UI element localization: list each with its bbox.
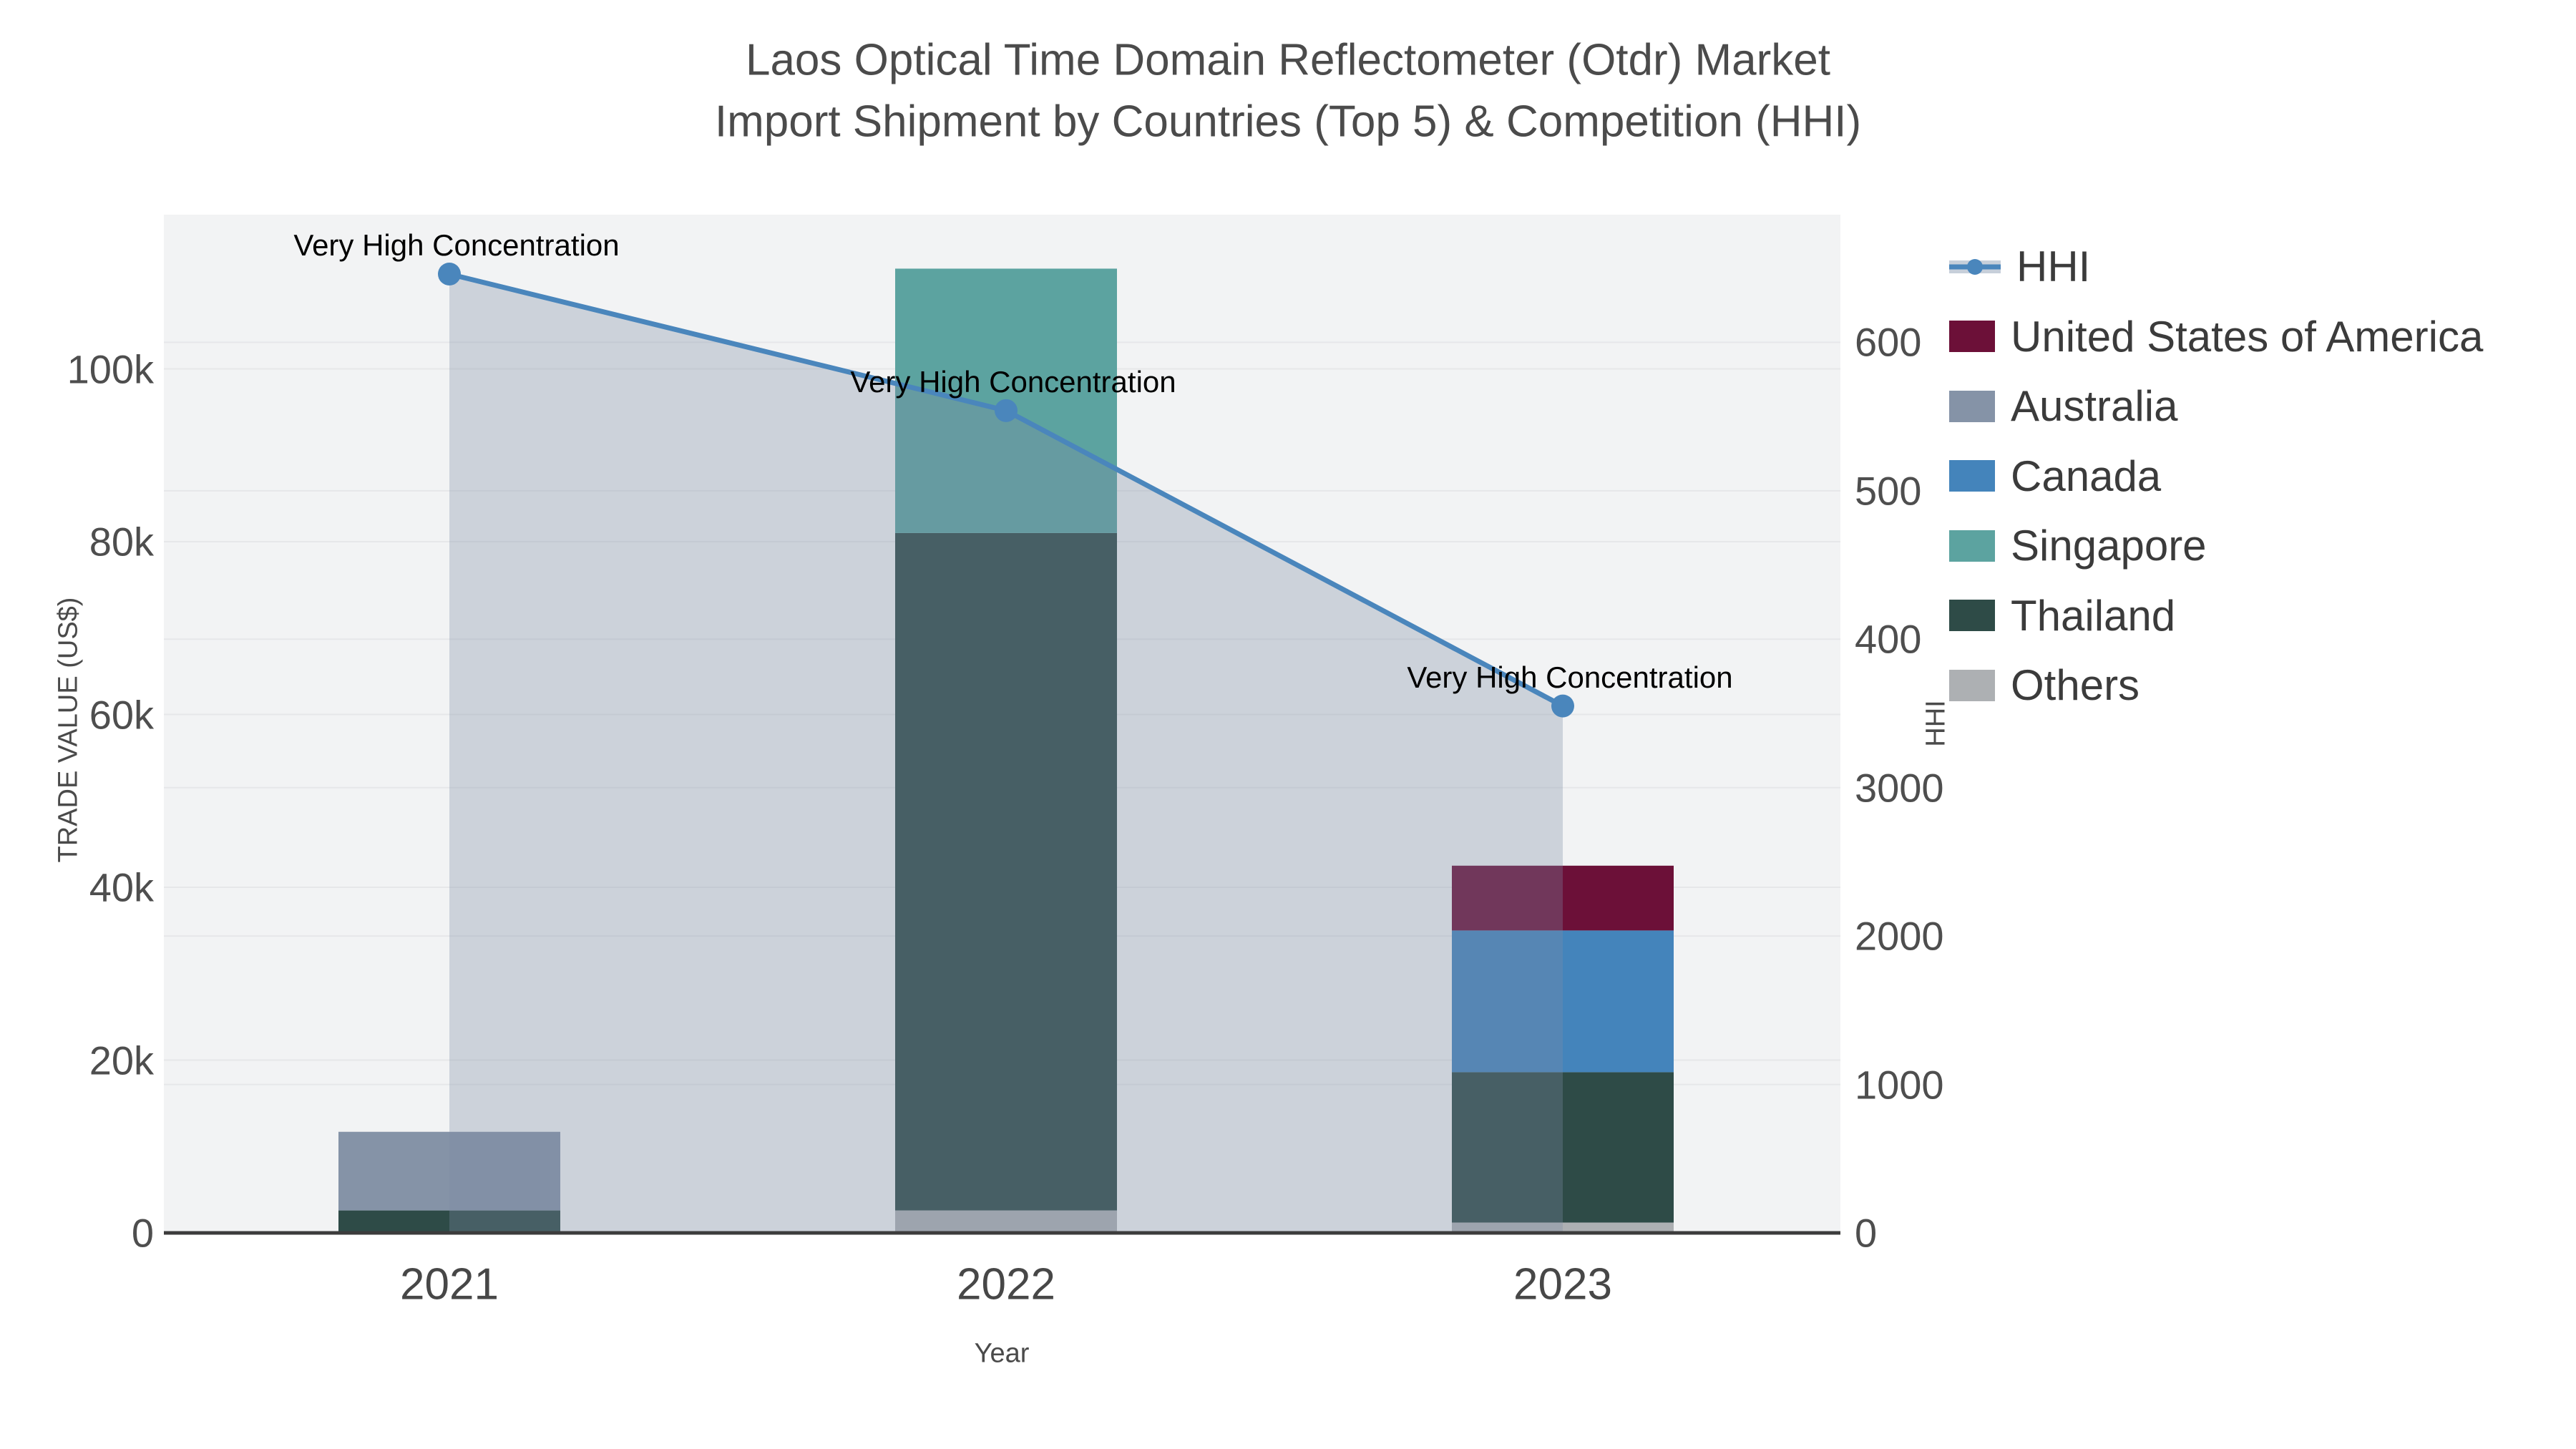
annotation-very-high-concentration-2021: Very High Concentration bbox=[293, 228, 620, 262]
legend-label: Thailand bbox=[2011, 591, 2176, 640]
legend-label: Singapore bbox=[2011, 522, 2207, 570]
hhi-line-sample-icon bbox=[1949, 250, 2001, 283]
bar-segment-others-2022 bbox=[895, 1210, 1117, 1233]
right-tick-2000: 2000 bbox=[1855, 913, 1944, 959]
left-axis-title: TRADE VALUE (US$) bbox=[53, 597, 84, 863]
legend-item-australia[interactable]: Australia bbox=[1949, 371, 2177, 441]
legend-label: Australia bbox=[2011, 382, 2178, 430]
left-tick-100k: 100k bbox=[67, 346, 154, 391]
hhi-marker-2023 bbox=[1551, 694, 1574, 718]
x-axis-title: Year bbox=[974, 1338, 1030, 1369]
legend-label: United States of America bbox=[2011, 312, 2484, 361]
legend-label: Others bbox=[2011, 661, 2140, 709]
right-tick-400: 400 bbox=[1855, 616, 1922, 662]
hhi-marker-2022 bbox=[995, 399, 1018, 422]
bar-segment-canada-2023 bbox=[1452, 930, 1674, 1073]
hhi-area-fill bbox=[449, 273, 1563, 1233]
bar-segment-thailand-2022 bbox=[895, 532, 1117, 1211]
legend-swatch-icon bbox=[1949, 460, 1995, 492]
x-tick-2021: 2021 bbox=[400, 1259, 499, 1309]
x-tick-2023: 2023 bbox=[1513, 1259, 1612, 1309]
right-tick-0: 0 bbox=[1855, 1210, 1878, 1256]
bar-segment-united-states-of-america-2023 bbox=[1452, 865, 1674, 931]
legend-item-united-states-of-america[interactable]: United States of America bbox=[1949, 302, 2483, 371]
legend-swatch-icon bbox=[1949, 669, 1995, 701]
legend-item-thailand[interactable]: Thailand bbox=[1949, 581, 2175, 650]
legend-item-others[interactable]: Others bbox=[1949, 650, 2140, 720]
right-tick-600: 600 bbox=[1855, 319, 1922, 365]
bar-segment-thailand-2023 bbox=[1452, 1072, 1674, 1223]
right-tick-500: 500 bbox=[1855, 468, 1922, 514]
left-tick-0: 0 bbox=[131, 1210, 154, 1256]
legend-item-canada[interactable]: Canada bbox=[1949, 441, 2161, 511]
bar-segment-australia-2021 bbox=[338, 1131, 560, 1211]
legend-swatch-icon bbox=[1949, 321, 1995, 352]
x-tick-2022: 2022 bbox=[957, 1259, 1055, 1309]
left-tick-80k: 80k bbox=[89, 519, 154, 565]
left-tick-40k: 40k bbox=[89, 864, 154, 910]
legend-label: Canada bbox=[2011, 452, 2162, 500]
annotation-very-high-concentration-2023: Very High Concentration bbox=[1407, 660, 1733, 694]
legend-swatch-icon bbox=[1949, 390, 1995, 422]
bar-segment-thailand-2021 bbox=[338, 1210, 560, 1233]
hhi-marker-2021 bbox=[438, 262, 461, 286]
chart-title-line1: Laos Optical Time Domain Reflectometer (… bbox=[745, 35, 1831, 85]
legend-swatch-icon bbox=[1949, 530, 1995, 562]
left-tick-20k: 20k bbox=[89, 1038, 154, 1083]
legend-label: HHI bbox=[2016, 243, 2091, 291]
annotation-very-high-concentration-2022: Very High Concentration bbox=[850, 364, 1176, 399]
right-tick-3000: 3000 bbox=[1855, 765, 1944, 811]
right-axis-title: HHI bbox=[1921, 700, 1951, 747]
legend-item-singapore[interactable]: Singapore bbox=[1949, 511, 2207, 580]
chart-title-line2: Import Shipment by Countries (Top 5) & C… bbox=[714, 97, 1862, 147]
right-tick-1000: 1000 bbox=[1855, 1062, 1944, 1108]
legend-swatch-icon bbox=[1949, 600, 1995, 631]
legend-item-hhi[interactable]: HHI bbox=[1949, 232, 2090, 301]
bar-segment-others-2023 bbox=[1452, 1222, 1674, 1233]
left-tick-60k: 60k bbox=[89, 692, 154, 737]
